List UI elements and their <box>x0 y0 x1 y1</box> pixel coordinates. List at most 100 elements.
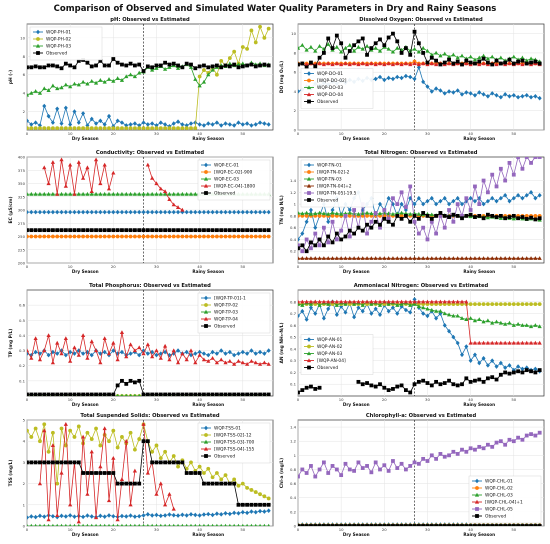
legend-label: WQP-CHL-05 <box>485 507 513 513</box>
data-point <box>132 380 137 385</box>
data-point <box>214 351 219 356</box>
data-point <box>115 191 120 196</box>
data-point <box>421 456 426 461</box>
data-point <box>369 46 374 50</box>
data-point <box>262 494 267 499</box>
data-point <box>27 228 29 233</box>
series-wqp-ec-01 <box>27 209 271 215</box>
x-tick-label: 0 <box>297 397 300 402</box>
data-point <box>356 62 361 67</box>
y-tick-label: 1 <box>23 502 26 507</box>
data-point <box>99 523 102 526</box>
data-point <box>425 313 430 319</box>
data-point <box>119 349 124 355</box>
chart-title: Total Suspended Solids: Observed vs Esti… <box>80 413 219 419</box>
data-point <box>494 377 499 382</box>
data-point <box>227 511 232 517</box>
data-point <box>115 517 120 522</box>
legend-marker <box>204 454 208 458</box>
data-point <box>528 324 534 329</box>
legend-item: WQP-EC-03 <box>201 177 239 183</box>
data-point <box>119 191 125 196</box>
data-point <box>27 92 30 97</box>
data-point <box>262 228 267 233</box>
data-point <box>154 443 159 448</box>
data-point <box>352 256 357 260</box>
data-point <box>352 61 357 66</box>
data-point <box>154 492 159 496</box>
data-point <box>38 439 42 444</box>
data-point <box>227 209 232 215</box>
data-point <box>120 435 124 439</box>
data-point <box>262 360 267 365</box>
data-point <box>188 65 194 69</box>
data-point <box>81 351 86 356</box>
data-point <box>50 63 55 68</box>
data-point <box>194 523 197 526</box>
data-point <box>408 390 413 395</box>
data-point <box>197 64 202 69</box>
data-point <box>395 74 400 80</box>
data-point <box>68 234 73 239</box>
data-point <box>473 61 477 66</box>
data-point <box>245 228 250 233</box>
data-point <box>360 308 365 314</box>
data-point <box>520 437 525 442</box>
data-point <box>326 524 331 526</box>
data-point <box>434 309 439 313</box>
data-point <box>485 190 490 195</box>
data-point <box>442 311 447 316</box>
legend-label: WQP-CHL-01 <box>485 479 513 485</box>
data-point <box>330 256 335 260</box>
data-point <box>326 299 331 304</box>
data-point <box>102 336 107 341</box>
data-point <box>43 523 46 526</box>
data-point <box>460 213 464 218</box>
data-point <box>373 524 378 526</box>
data-point <box>472 256 478 260</box>
data-point <box>313 524 318 526</box>
data-point <box>59 191 64 196</box>
data-point <box>330 46 335 50</box>
x-tick-label: 10 <box>68 397 73 402</box>
y-tick-label: 2 <box>23 109 26 114</box>
legend-item: WQP-TP-02 <box>201 303 238 309</box>
data-point <box>219 481 224 486</box>
data-point <box>520 323 525 327</box>
data-point <box>477 317 482 322</box>
data-point <box>442 524 447 526</box>
data-point <box>382 299 387 304</box>
data-point <box>503 524 508 526</box>
data-point <box>176 348 181 353</box>
data-point <box>27 209 29 215</box>
data-point <box>128 481 133 486</box>
data-point <box>533 93 538 99</box>
data-point <box>37 191 43 196</box>
data-point <box>473 302 477 307</box>
y-tick-label: 225 <box>18 247 26 252</box>
data-point <box>55 64 60 69</box>
data-point <box>102 162 107 167</box>
data-point <box>507 160 512 165</box>
data-point <box>193 126 198 130</box>
data-point <box>373 41 378 46</box>
data-point <box>386 524 391 526</box>
data-point <box>451 90 456 95</box>
x-tick-label: 20 <box>111 264 116 269</box>
data-point <box>184 228 189 233</box>
data-point <box>228 523 232 526</box>
data-point <box>46 449 51 454</box>
data-point <box>206 228 211 233</box>
data-point <box>232 477 237 482</box>
data-point <box>223 510 228 516</box>
legend: WQP-CHL-01WQP-CHL-02WQP-CHL-03[WQP-CHL-0… <box>468 475 542 524</box>
legend-marker <box>474 492 480 497</box>
data-point <box>106 191 112 196</box>
data-point <box>63 82 68 87</box>
data-point <box>360 256 365 260</box>
data-point <box>477 360 482 366</box>
data-point <box>258 508 263 514</box>
data-point <box>258 502 262 507</box>
data-point <box>33 514 38 520</box>
data-point <box>145 342 150 347</box>
